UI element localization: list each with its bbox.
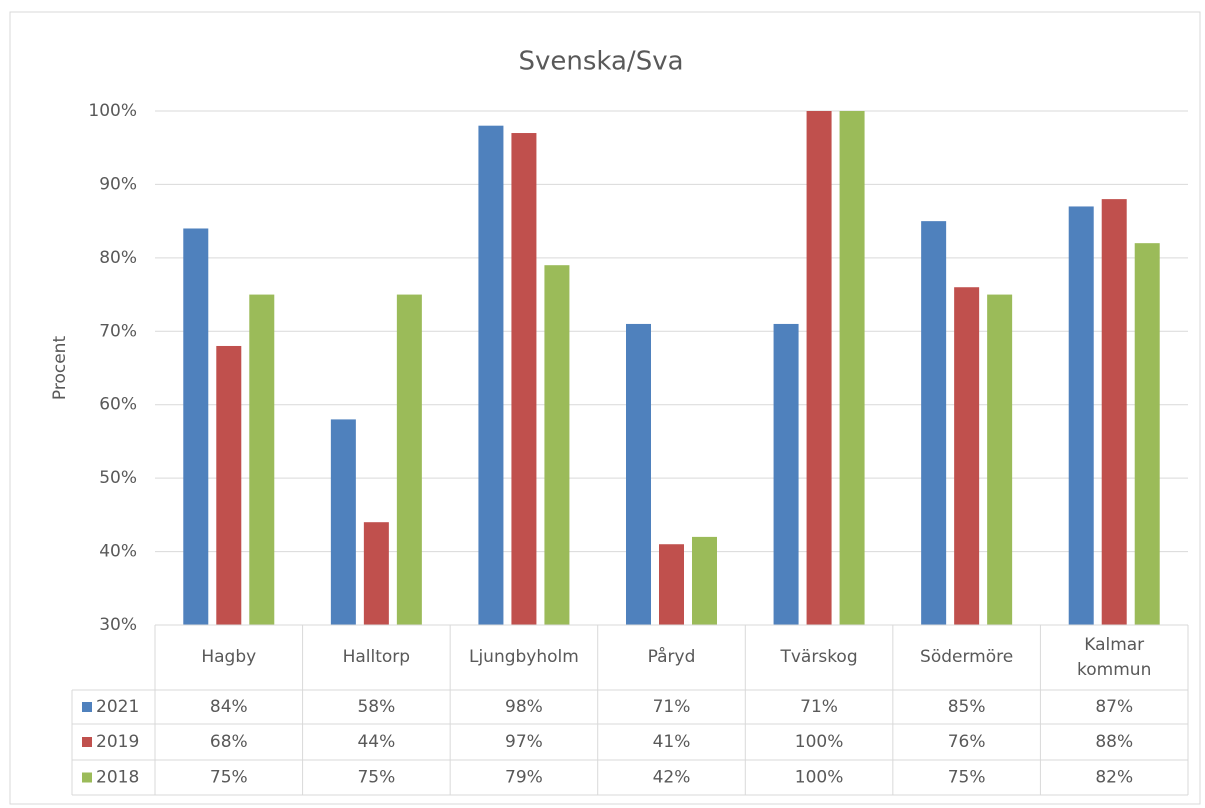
y-tick-label: 40% xyxy=(99,542,137,562)
table-cell: 71% xyxy=(653,697,691,717)
category-text: Påryd xyxy=(647,647,696,667)
table-cell: 85% xyxy=(948,697,986,717)
bar xyxy=(544,265,570,625)
x-tick-label: Hagby xyxy=(155,625,303,690)
table-cell: 75% xyxy=(210,768,248,788)
table-cell: 58% xyxy=(357,697,395,717)
table-cell: 75% xyxy=(357,768,395,788)
table-cell: 42% xyxy=(653,768,691,788)
table-cell: 44% xyxy=(357,732,395,752)
bar xyxy=(921,221,947,625)
bar xyxy=(659,544,684,625)
legend-label: 2018 xyxy=(96,768,139,788)
table-cell: 68% xyxy=(210,732,248,752)
bar xyxy=(183,228,209,625)
y-axis-label: Procent xyxy=(50,336,70,401)
bar xyxy=(511,133,537,625)
bar xyxy=(987,294,1013,625)
table-cell: 100% xyxy=(795,732,844,752)
y-tick-label: 100% xyxy=(88,101,137,121)
table-cell: 82% xyxy=(1095,768,1133,788)
bar xyxy=(363,522,389,625)
bar xyxy=(249,294,275,625)
table-cell: 87% xyxy=(1095,697,1133,717)
table-cell: 97% xyxy=(505,732,543,752)
bar xyxy=(1101,199,1127,625)
category-text: Ljungbyholm xyxy=(468,647,579,667)
legend-label: 2021 xyxy=(96,697,139,717)
y-tick-label: 50% xyxy=(99,468,137,488)
table-cell: 84% xyxy=(210,697,248,717)
x-tick-label: Ljungbyholm xyxy=(450,625,598,690)
bar xyxy=(773,323,799,625)
bar xyxy=(216,345,242,625)
y-tick-label: 70% xyxy=(99,321,137,341)
table-cell: 88% xyxy=(1095,732,1133,752)
y-tick-label: 60% xyxy=(99,395,137,415)
bar xyxy=(692,536,717,625)
x-tick-label: Södermöre xyxy=(893,625,1041,690)
x-tick-label: Kalmar kommun xyxy=(1040,625,1188,690)
table-cell: 71% xyxy=(800,697,838,717)
category-text: Halltorp xyxy=(342,647,411,667)
x-tick-label: Halltorp xyxy=(303,625,451,690)
bar xyxy=(626,323,651,625)
bar xyxy=(478,125,504,625)
bar xyxy=(396,294,422,625)
category-text: Kalmar kommun xyxy=(1077,634,1152,680)
table-cell: 98% xyxy=(505,697,543,717)
legend-key xyxy=(82,737,92,747)
x-tick-label: Tvärskog xyxy=(745,625,893,690)
legend-key xyxy=(82,702,92,712)
legend-label: 2019 xyxy=(96,732,139,752)
bar xyxy=(954,287,980,625)
y-tick-label: 90% xyxy=(99,174,137,194)
y-tick-label: 30% xyxy=(99,615,137,635)
bar xyxy=(806,111,832,625)
bar xyxy=(839,111,865,625)
table-cell: 75% xyxy=(948,768,986,788)
bar xyxy=(1068,206,1094,625)
table-cell: 76% xyxy=(948,732,986,752)
table-cell: 100% xyxy=(795,768,844,788)
table-cell: 41% xyxy=(653,732,691,752)
bar xyxy=(330,419,356,625)
category-text: Södermöre xyxy=(920,647,1014,667)
legend-key xyxy=(82,772,92,783)
category-text: Hagby xyxy=(201,647,257,667)
y-tick-label: 80% xyxy=(99,248,137,268)
table-cell: 79% xyxy=(505,768,543,788)
chart-title: Svenska/Sva xyxy=(518,47,683,77)
x-tick-label: Påryd xyxy=(598,625,746,690)
bar xyxy=(1134,243,1160,625)
category-text: Tvärskog xyxy=(780,647,858,667)
